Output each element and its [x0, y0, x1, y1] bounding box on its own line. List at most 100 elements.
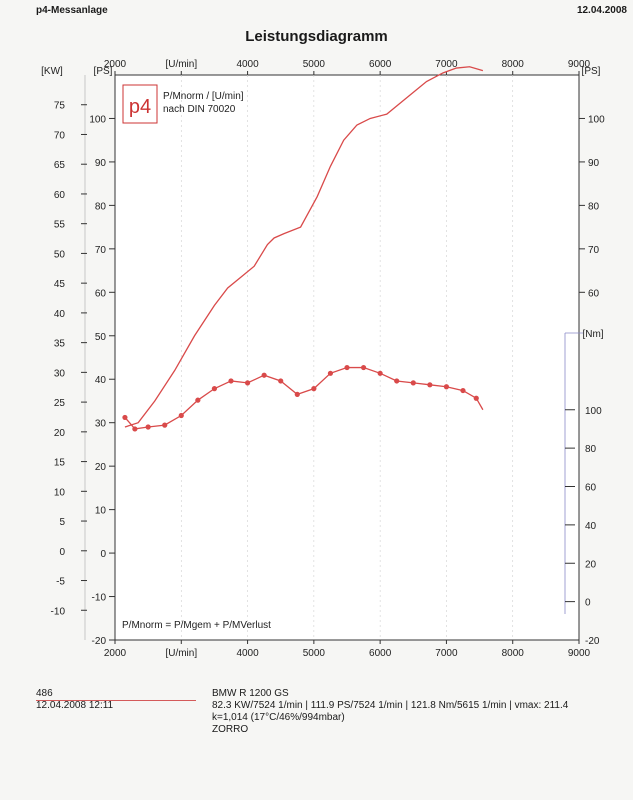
- kw-tick-label: 20: [54, 428, 66, 439]
- torque-point: [394, 378, 400, 384]
- ps-tick-label: -20: [92, 636, 107, 647]
- kw-tick-label: 45: [54, 279, 66, 290]
- x-tick-label-bottom: 6000: [369, 648, 392, 659]
- owner-name: ZORRO: [212, 724, 249, 735]
- ps-unit-label: [PS]: [94, 66, 113, 77]
- kw-tick-label: -10: [51, 606, 66, 617]
- torque-point: [211, 386, 218, 392]
- torque-point: [460, 387, 466, 394]
- x-tick-label-bottom: 8000: [502, 648, 525, 659]
- conditions-line: k=1,014 (17°C/46%/994mbar): [212, 712, 345, 723]
- power-curve: [124, 66, 484, 428]
- torque-point: [122, 414, 128, 421]
- ps-tick-label: 20: [95, 462, 107, 473]
- ps-tick-label: 0: [100, 549, 106, 560]
- x-tick-label-bottom: 4000: [236, 648, 259, 659]
- nm-tick-label: 40: [585, 521, 597, 532]
- nm-unit-label: [Nm]: [582, 329, 603, 340]
- ps-tick-label-right: 70: [588, 245, 600, 256]
- legend-line-2: nach DIN 70020: [163, 104, 236, 115]
- torque-point: [195, 397, 201, 403]
- run-info: 486 12.04.2008 12:11: [36, 688, 113, 712]
- torque-point: [244, 380, 251, 386]
- vehicle-name: BMW R 1200 GS: [212, 688, 289, 699]
- formula-label: P/Mnorm = P/Mgem + P/MVerlust: [122, 620, 271, 631]
- torque-curve: [124, 366, 484, 430]
- nm-tick-label: 60: [585, 483, 597, 494]
- dyno-chart: 2000200040004000500050006000600070007000…: [41, 59, 605, 659]
- kw-tick-label: 30: [54, 368, 66, 379]
- x-tick-label-bottom: 5000: [303, 648, 326, 659]
- ps-tick-label: -10: [92, 593, 107, 604]
- legend-line-sample: [36, 700, 196, 701]
- torque-point: [473, 395, 479, 401]
- torque-point: [410, 380, 416, 386]
- torque-point: [178, 412, 184, 419]
- torque-point: [344, 364, 350, 371]
- nm-tick-label: 80: [585, 444, 597, 455]
- chart-title: Leistungsdiagramm: [245, 28, 388, 45]
- p4-logo: [122, 84, 158, 124]
- x-tick-label-top: 4000: [236, 59, 259, 70]
- ps-tick-label-right: -20: [585, 636, 600, 647]
- ps-tick-label: 30: [95, 419, 107, 430]
- ps-tick-label: 100: [89, 114, 106, 125]
- ps-tick-label-right: 100: [588, 114, 605, 125]
- ps-tick-label: 70: [95, 245, 107, 256]
- torque-point: [377, 370, 383, 376]
- kw-tick-label: 5: [59, 517, 65, 528]
- plot-area: [114, 74, 580, 641]
- ps-tick-label-right: 80: [588, 201, 600, 212]
- legend-line-1: P/Mnorm / [U/min]: [163, 91, 244, 102]
- run-id: 486: [36, 688, 53, 699]
- torque-point: [360, 364, 367, 371]
- x-tick-label-bottom: 2000: [104, 648, 127, 659]
- ps-tick-label-right: 60: [588, 288, 600, 299]
- x-unit-label-top: [U/min]: [165, 59, 197, 70]
- torque-point: [427, 382, 433, 388]
- ps-tick-label-right: 90: [588, 158, 600, 169]
- kw-tick-label: 75: [54, 101, 66, 112]
- ps-unit-label-right: [PS]: [582, 66, 601, 77]
- x-tick-label-top: 7000: [435, 59, 458, 70]
- x-tick-label-top: 5000: [303, 59, 326, 70]
- torque-point: [228, 378, 234, 384]
- x-tick-label-top: 2000: [104, 59, 127, 70]
- x-tick-label-bottom: 7000: [435, 648, 458, 659]
- kw-tick-label: -5: [56, 577, 65, 588]
- kw-tick-label: 65: [54, 160, 66, 171]
- nm-tick-label: 100: [585, 406, 602, 417]
- run-datetime: 12.04.2008 12:11: [36, 700, 114, 711]
- x-tick-label-top: 9000: [568, 59, 591, 70]
- ps-tick-label: 80: [95, 201, 107, 212]
- torque-point: [278, 378, 284, 384]
- kw-tick-label: 25: [54, 398, 66, 409]
- torque-point: [261, 372, 267, 378]
- x-tick-label-top: 8000: [502, 59, 525, 70]
- kw-unit-label: [KW]: [41, 66, 63, 77]
- x-tick-label-top: 6000: [369, 59, 392, 70]
- header-date: 12.04.2008: [576, 5, 627, 16]
- p4-logo-text: p4: [129, 96, 151, 118]
- kw-tick-label: 10: [54, 487, 66, 498]
- torque-point: [311, 386, 317, 392]
- ps-tick-label: 90: [95, 158, 107, 169]
- ps-tick-label: 60: [95, 288, 107, 299]
- vehicle-info: BMW R 1200 GS 82.3 KW/7524 1/min | 111.9…: [212, 688, 627, 736]
- torque-point: [162, 422, 168, 428]
- nm-tick-label: 20: [585, 559, 597, 570]
- kw-tick-label: 70: [54, 130, 66, 141]
- nm-tick-label: 0: [585, 598, 591, 609]
- x-unit-label-bottom: [U/min]: [165, 648, 197, 659]
- torque-point: [145, 424, 151, 430]
- torque-point: [294, 391, 300, 397]
- kw-tick-label: 50: [54, 249, 66, 260]
- ps-tick-label: 50: [95, 332, 107, 343]
- kw-tick-label: 55: [54, 220, 66, 231]
- torque-point: [443, 384, 450, 390]
- kw-tick-label: 60: [54, 190, 66, 201]
- kw-tick-label: 15: [54, 458, 66, 469]
- app-label: p4-Messanlage: [36, 5, 108, 16]
- x-tick-label-bottom: 9000: [568, 648, 591, 659]
- results-line: 82.3 KW/7524 1/min | 111.9 PS/7524 1/min…: [212, 700, 569, 711]
